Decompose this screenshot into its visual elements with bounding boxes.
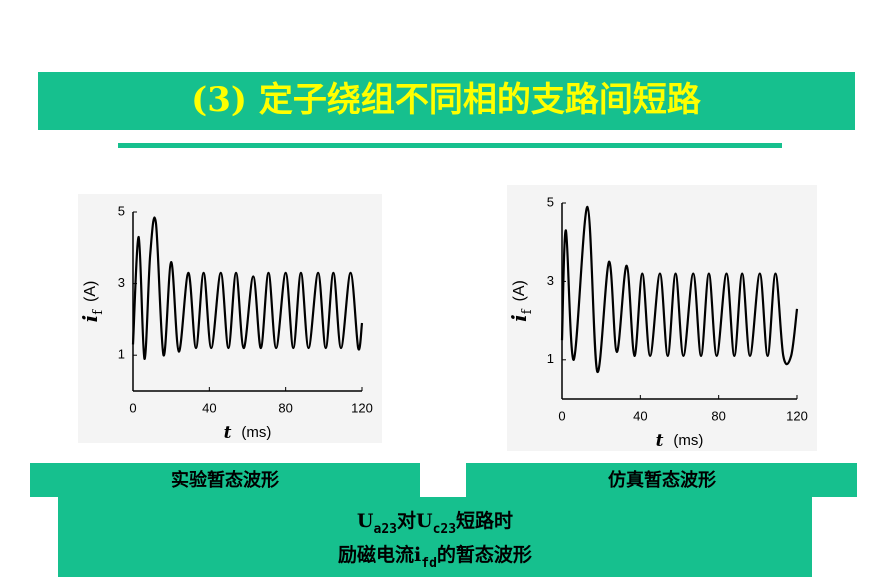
text-part: (A) bbox=[511, 280, 528, 301]
text-part: a23 bbox=[374, 522, 397, 537]
y-axis-label: if (A) bbox=[507, 280, 536, 322]
x-tick-label: 40 bbox=[202, 400, 216, 415]
text-part: 励磁电流i bbox=[338, 543, 421, 566]
plot-background bbox=[507, 185, 817, 451]
data-line bbox=[131, 216, 364, 360]
y-tick-label: 1 bbox=[547, 351, 554, 366]
text-part: f bbox=[91, 309, 106, 315]
caption-bar bbox=[30, 463, 420, 497]
y-tick-label: 1 bbox=[118, 347, 125, 362]
text-part: U bbox=[357, 510, 374, 532]
text-part: t bbox=[224, 423, 232, 443]
summary-line: 励磁电流ifd的暂态波形 bbox=[338, 543, 532, 571]
text-part: (ms) bbox=[241, 424, 271, 441]
text-part: i bbox=[507, 314, 531, 322]
x-tick-label: 40 bbox=[633, 408, 647, 423]
data-line bbox=[560, 205, 799, 373]
y-tick-label: 5 bbox=[547, 194, 554, 209]
text-part: f bbox=[520, 308, 535, 314]
x-axis-label: t (ms) bbox=[224, 423, 272, 443]
caption: 实验暂态波形 bbox=[171, 469, 279, 491]
caption: 仿真暂态波形 bbox=[608, 469, 716, 491]
x-tick-label: 80 bbox=[278, 400, 292, 415]
text-part: i bbox=[78, 315, 102, 323]
caption-bar bbox=[466, 463, 857, 497]
text-part: t bbox=[656, 431, 664, 451]
title-underline bbox=[118, 143, 782, 148]
x-tick-label: 0 bbox=[129, 400, 136, 415]
plot-background bbox=[78, 194, 382, 443]
summary-line: Ua23对Uc23短路时 bbox=[357, 509, 513, 537]
text-part: 短路时 bbox=[456, 509, 513, 532]
x-tick-label: 80 bbox=[711, 408, 725, 423]
y-tick-label: 3 bbox=[547, 273, 554, 288]
x-tick-label: 0 bbox=[558, 408, 565, 423]
text-part: 的暂态波形 bbox=[437, 543, 532, 566]
text-part: (A) bbox=[82, 281, 99, 302]
x-axis-label: t (ms) bbox=[656, 431, 704, 451]
y-axis-label: if (A) bbox=[78, 281, 107, 323]
x-tick-label: 120 bbox=[351, 400, 373, 415]
y-tick-label: 3 bbox=[118, 275, 125, 290]
summary-box bbox=[58, 497, 812, 577]
title-bar bbox=[38, 72, 855, 130]
x-tick-label: 120 bbox=[786, 408, 808, 423]
slide-title: (3) 定子绕组不同相的支路间短路 bbox=[191, 80, 702, 120]
text-part: 对U bbox=[397, 509, 433, 532]
text-part: (ms) bbox=[673, 432, 703, 449]
text-part: c23 bbox=[433, 522, 456, 537]
y-tick-label: 5 bbox=[118, 203, 125, 218]
text-part: fd bbox=[421, 556, 437, 571]
